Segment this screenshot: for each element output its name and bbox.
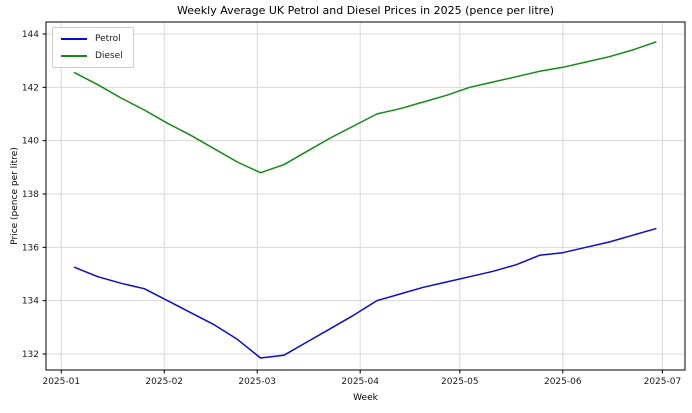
y-tick-label: 138 (22, 190, 39, 200)
diesel-line (73, 41, 657, 174)
legend-item-diesel: Diesel (61, 51, 123, 61)
x-tick-label: 2025-05 (441, 377, 479, 387)
x-tick-label: 2025-06 (544, 377, 582, 387)
y-tick-label: 136 (22, 243, 39, 253)
legend-item-petrol: Petrol (61, 34, 123, 44)
y-tick-label: 140 (22, 137, 39, 147)
petrol-line-swatch (61, 38, 87, 40)
x-tick-label: 2025-03 (238, 377, 276, 387)
x-tick-label: 2025-02 (145, 377, 183, 387)
petrol-line (73, 227, 657, 359)
x-tick-label: 2025-01 (42, 377, 80, 387)
y-tick-label: 134 (22, 297, 39, 307)
x-axis-label: Week (353, 393, 378, 403)
plot-border (45, 21, 686, 371)
y-tick-label: 142 (22, 83, 39, 93)
legend-label-diesel: Diesel (95, 51, 123, 61)
legend: Petrol Diesel (52, 27, 134, 68)
x-tick-label: 2025-07 (644, 377, 682, 387)
y-tick-label: 132 (22, 350, 39, 360)
x-tick-label: 2025-04 (341, 377, 379, 387)
y-tick-label: 144 (22, 30, 39, 40)
legend-label-petrol: Petrol (95, 34, 121, 44)
diesel-line-swatch (61, 55, 87, 57)
chart-title: Weekly Average UK Petrol and Diesel Pric… (177, 4, 554, 17)
